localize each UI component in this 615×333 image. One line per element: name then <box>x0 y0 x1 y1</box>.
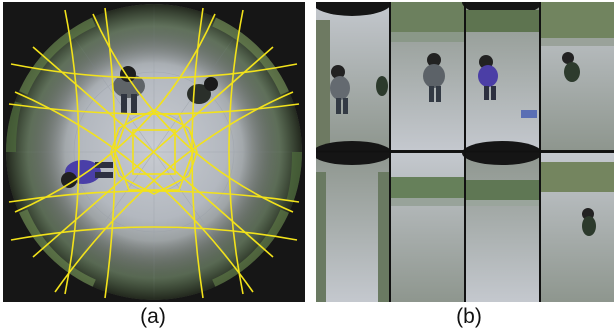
rectified-grid <box>316 2 614 302</box>
rectified-grid-panel <box>316 2 614 302</box>
person-left <box>61 160 113 188</box>
tile-r1-c1 <box>316 2 392 150</box>
caption-b: (b) <box>456 305 482 328</box>
tile-r2-c1 <box>316 141 392 302</box>
overlay-lines <box>8 7 300 299</box>
tile-r1-c4 <box>541 2 614 150</box>
tile-r2-c4 <box>541 153 614 302</box>
tile-r1-c2 <box>391 2 464 150</box>
caption-a: (a) <box>140 305 166 328</box>
fisheye-panel <box>3 2 305 302</box>
tile-r1-c3 <box>462 2 542 150</box>
tile-r2-c3 <box>462 141 542 302</box>
tile-r2-c2 <box>391 153 464 302</box>
fisheye-image <box>3 2 305 302</box>
